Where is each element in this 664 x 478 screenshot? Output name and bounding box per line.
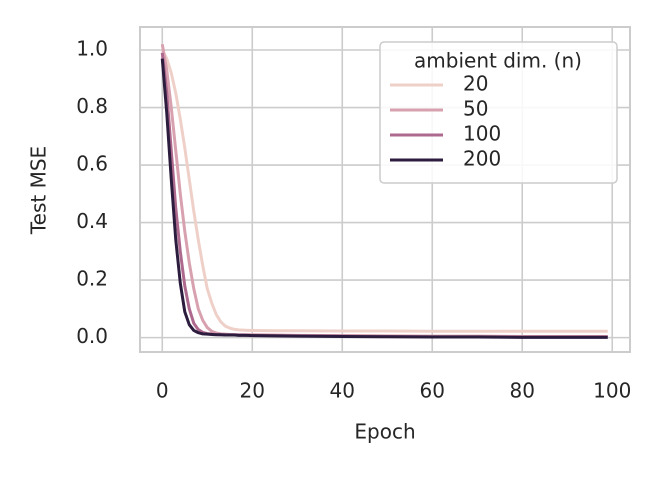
y-tick-label: 0.6: [76, 152, 108, 176]
x-tick-label: 60: [420, 379, 445, 403]
y-tick-label: 0.0: [76, 324, 108, 348]
legend-label: 200: [463, 147, 501, 171]
legend-label: 50: [463, 97, 488, 121]
legend-label: 100: [463, 122, 501, 146]
series-line: [160, 49, 608, 333]
y-tick-label: 0.8: [76, 94, 108, 118]
y-axis-label: Test MSE: [27, 146, 51, 235]
y-tick-label: 1.0: [76, 37, 108, 61]
y-tick-label: 0.2: [76, 267, 108, 291]
x-tick-label: 80: [510, 379, 535, 403]
x-tick-label: 100: [593, 379, 631, 403]
legend-box: [379, 41, 618, 184]
x-tick-label: 0: [156, 379, 169, 403]
legend-title: ambient dim. (n): [414, 49, 582, 73]
y-tick-label: 0.4: [76, 209, 108, 233]
x-axis-label: Epoch: [354, 420, 415, 444]
lines: [160, 44, 608, 339]
x-tick-label: 40: [330, 379, 355, 403]
legend-label: 20: [463, 72, 488, 96]
series-line: [160, 58, 608, 339]
x-tick-label: 20: [240, 379, 265, 403]
